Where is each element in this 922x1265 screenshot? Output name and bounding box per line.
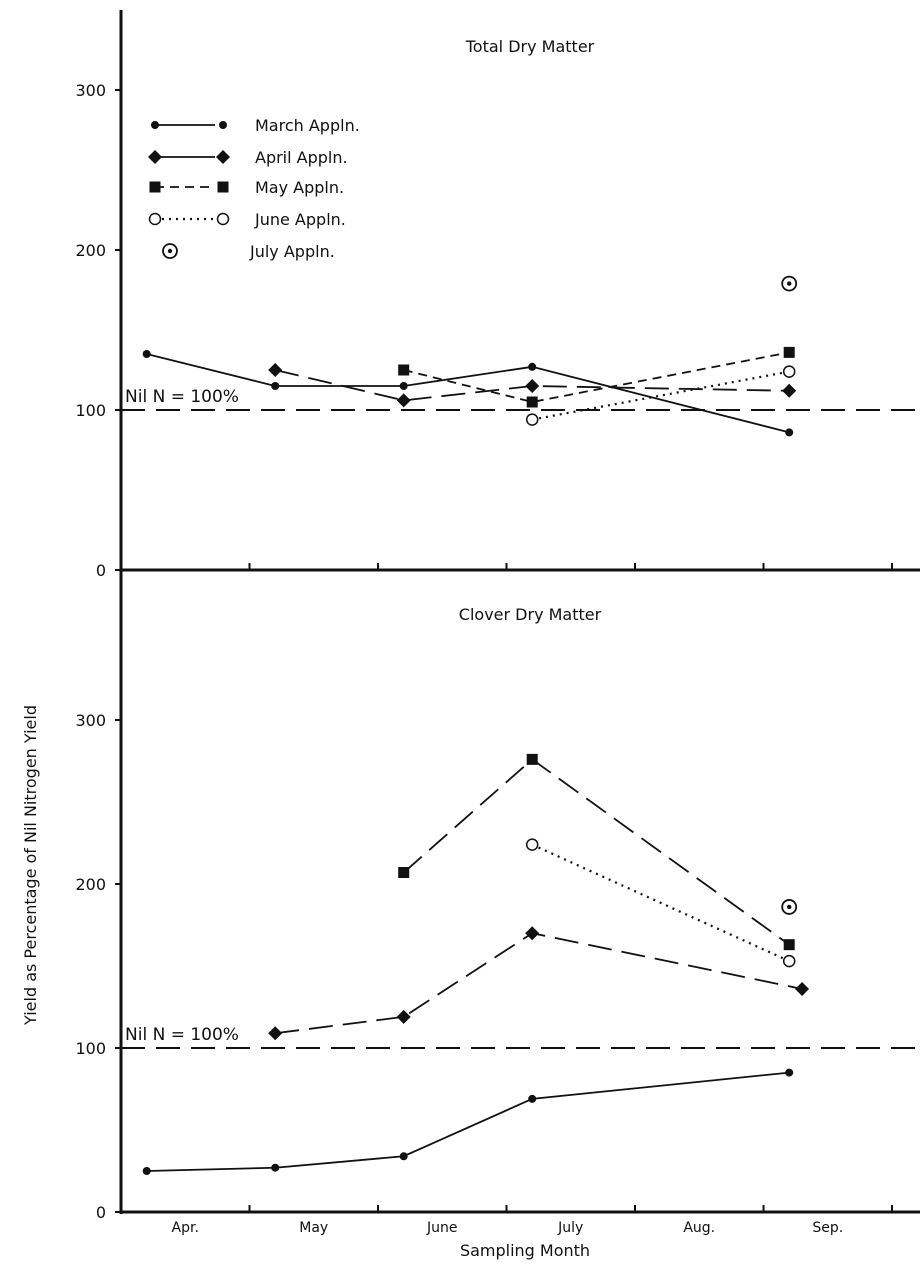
series-1 (268, 926, 810, 1041)
data-point-s1-p0 (268, 363, 283, 377)
series-2 (398, 346, 795, 408)
series-2 (398, 753, 795, 951)
data-point-s0-p3 (528, 1094, 537, 1103)
data-point-s0-p2 (399, 1152, 408, 1161)
data-point-s2-p0 (398, 364, 410, 376)
y-tick-label: 0 (96, 561, 106, 580)
legend-label: March Appln. (255, 116, 360, 135)
legend-label: April Appln. (255, 148, 348, 167)
data-point-s1-p3 (795, 981, 810, 996)
x-tick-label: Sep. (812, 1220, 843, 1236)
series-4 (781, 899, 798, 915)
panel-0: 0 100 200 300 Total Dry Matter Nil N = 100% Ma… (75, 37, 920, 580)
data-point-s4-p0 (781, 275, 798, 292)
legend: March Appln. April Appln. May Appln. June A… (148, 116, 360, 261)
data-point-slegend4-pa (162, 243, 178, 259)
data-point-s1-p3 (782, 383, 797, 398)
x-tick-label: June (426, 1220, 458, 1236)
series-3 (525, 365, 796, 426)
data-point-slegend0-pa (151, 121, 159, 129)
reference-label: Nil N = 100% (125, 1025, 239, 1045)
data-point-s0-p0 (142, 1167, 151, 1175)
x-tick-label: July (557, 1220, 583, 1236)
series-line (146, 1071, 790, 1172)
x-tick-label: Apr. (172, 1220, 199, 1236)
panel-title: Total Dry Matter (465, 37, 595, 56)
reference-label: Nil N = 100% (125, 387, 239, 407)
x-tick-label: Aug. (683, 1220, 715, 1236)
x-axis-title: Sampling Month (460, 1241, 590, 1260)
legend-label: May Appln. (255, 178, 344, 197)
x-tick-label: May (299, 1220, 328, 1236)
legend-label: July Appln. (249, 242, 335, 261)
data-point-s1-p1 (396, 393, 411, 408)
data-point-s1-p2 (525, 926, 540, 941)
data-point-s0-p3 (528, 362, 537, 371)
data-point-slegend3-pb (216, 212, 230, 226)
panels-layer: 0 100 200 300 Total Dry Matter Nil N = 100% Ma… (75, 37, 920, 1236)
data-point-s0-p4 (785, 1068, 794, 1077)
data-point-slegend1-pb (216, 150, 230, 164)
data-point-s1-p2 (525, 379, 540, 393)
data-point-s2-p1 (526, 753, 538, 765)
data-point-s0-p4 (785, 428, 794, 437)
data-point-s3-p0 (525, 838, 539, 851)
y-tick-label: 300 (75, 81, 106, 100)
series-line (531, 843, 790, 963)
legend-label: June Appln. (254, 210, 346, 229)
data-point-s0-p1 (271, 1163, 280, 1172)
data-point-s0-p0 (142, 350, 151, 358)
series-line (531, 370, 790, 421)
y-axis-title: Yield as Percentage of Nil Nitrogen Yiel… (21, 705, 40, 1026)
panel-1: Apr. May June July Aug. Sep. 0 100 200 300 Clover … (75, 605, 920, 1236)
data-point-s2-p2 (783, 346, 795, 358)
series-1 (268, 363, 797, 408)
data-point-slegend2-pa (149, 181, 161, 193)
series-line (275, 932, 803, 1035)
data-point-slegend1-pa (148, 150, 162, 164)
data-point-slegend3-pa (148, 212, 162, 226)
series-line (146, 353, 790, 434)
data-point-s0-p2 (399, 382, 408, 390)
series-line (403, 351, 790, 403)
data-point-slegend0-pb (219, 121, 227, 129)
series-0 (142, 350, 794, 437)
data-point-s2-p2 (783, 939, 795, 951)
data-point-s2-p0 (398, 867, 410, 879)
y-tick-label: 0 (96, 1203, 106, 1222)
y-tick-label: 200 (75, 875, 106, 894)
y-tick-label: 200 (75, 241, 106, 260)
series-line (403, 758, 790, 946)
data-point-s1-p0 (268, 1026, 283, 1041)
data-point-s1-p1 (396, 1009, 411, 1024)
series-3 (525, 838, 796, 968)
panel-title: Clover Dry Matter (459, 605, 602, 624)
y-tick-label: 100 (75, 401, 106, 420)
y-tick-label: 300 (75, 711, 106, 730)
data-point-s4-p0 (781, 899, 798, 915)
data-point-s0-p1 (271, 382, 280, 390)
data-point-s3-p1 (782, 954, 796, 968)
y-tick-label: 100 (75, 1039, 106, 1058)
data-point-s3-p1 (782, 365, 796, 378)
data-point-s3-p0 (525, 413, 539, 426)
series-4 (781, 275, 798, 292)
series-line (274, 369, 790, 402)
data-point-s2-p1 (526, 396, 538, 408)
data-point-slegend2-pb (217, 181, 229, 193)
series-0 (142, 1068, 794, 1175)
